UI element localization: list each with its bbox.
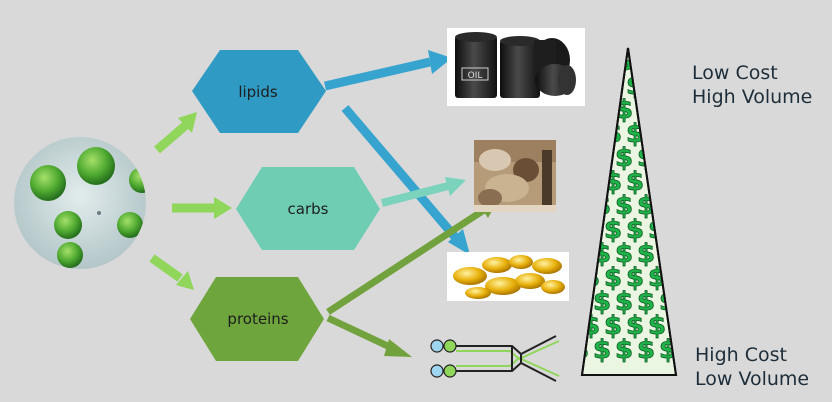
- dollar-symbol: $: [593, 95, 611, 125]
- dollar-symbol: $: [593, 287, 611, 317]
- dollar-sign-pattern: $ $ $ $$ $ $ $ $$ $ $ $ $$ $ $ $ $$ $ $ $ $$ $ $ $ $$ $ $ $ $$ $ $ $ $$…: [571, 47, 688, 365]
- arrow-proteins-to-antibody: [326, 314, 412, 357]
- high-volume-text: High Volume: [692, 86, 813, 108]
- dollar-symbol: $: [637, 47, 655, 77]
- dollar-symbol: $: [571, 239, 589, 269]
- dollar-symbol: $: [648, 71, 666, 101]
- dollar-symbol: $: [670, 71, 688, 101]
- dollar-symbol: $: [648, 167, 666, 197]
- dollar-symbol: $: [604, 263, 622, 293]
- dollar-symbol: $: [637, 287, 655, 317]
- oil-barrels-image: OIL: [447, 28, 585, 106]
- low-cost-text: Low Cost: [692, 62, 778, 84]
- dollar-symbol: $: [670, 263, 688, 293]
- dollar-symbol: $: [571, 191, 589, 221]
- carbs-label: carbs: [288, 200, 329, 218]
- dollar-symbol: $: [626, 263, 644, 293]
- lipids-node: lipids: [192, 50, 326, 133]
- dollar-symbol: $: [659, 95, 677, 125]
- oil-barrel-label: OIL: [468, 71, 483, 81]
- dollar-symbol: $: [593, 47, 611, 77]
- dollar-symbol: $: [659, 239, 677, 269]
- proteins-label: proteins: [227, 310, 288, 328]
- bottom-scale-label: High Cost Low Volume: [695, 343, 809, 391]
- dollar-symbol: $: [626, 215, 644, 245]
- dollar-symbol: $: [615, 335, 633, 365]
- dollar-symbol: $: [582, 215, 600, 245]
- dollar-symbol: $: [571, 143, 589, 173]
- dollar-symbol: $: [615, 239, 633, 269]
- dollar-symbol: $: [637, 95, 655, 125]
- proteins-node: proteins: [190, 277, 324, 361]
- dollar-symbol: $: [670, 215, 688, 245]
- top-scale-label: Low Cost High Volume: [692, 61, 812, 109]
- dollar-pyramid: $ $ $ $$ $ $ $ $$ $ $ $ $$ $ $ $ $$ $ $ $ $$ $ $ $ $$ $ $ $ $$ $ $ $ $$…: [571, 47, 688, 376]
- arrow-lipids-to-oil: [323, 50, 452, 91]
- dollar-symbol: $: [648, 311, 666, 341]
- dollar-symbol: $: [604, 71, 622, 101]
- dollar-symbol: $: [637, 239, 655, 269]
- arrow-algae-to-carbs: [172, 197, 232, 219]
- dollar-symbol: $: [604, 215, 622, 245]
- lipids-label: lipids: [238, 83, 278, 101]
- dollar-symbol: $: [571, 287, 589, 317]
- dollar-symbol: $: [626, 167, 644, 197]
- arrow-algae-to-lipids: [154, 112, 197, 154]
- dollar-symbol: $: [615, 191, 633, 221]
- dollar-symbol: $: [626, 311, 644, 341]
- dollar-symbol: $: [637, 335, 655, 365]
- high-cost-text: High Cost: [695, 344, 787, 366]
- dollar-symbol: $: [670, 311, 688, 341]
- animal-feed-image: [474, 140, 556, 212]
- dollar-symbol: $: [582, 167, 600, 197]
- dollar-symbol: $: [593, 143, 611, 173]
- arrow-algae-to-proteins: [149, 254, 194, 290]
- dollar-symbol: $: [615, 287, 633, 317]
- dollar-symbol: $: [670, 119, 688, 149]
- arrow-carbs-to-feed: [381, 177, 466, 207]
- low-volume-text: Low Volume: [695, 368, 810, 390]
- dollar-symbol: $: [659, 143, 677, 173]
- algae-cells-image: [14, 137, 146, 269]
- dollar-symbol: $: [670, 167, 688, 197]
- dollar-symbol: $: [659, 47, 677, 77]
- dollar-symbol: $: [582, 119, 600, 149]
- dollar-symbol: $: [604, 311, 622, 341]
- carbs-node: carbs: [236, 167, 380, 250]
- antibody-image: [430, 335, 560, 382]
- dollar-symbol: $: [615, 143, 633, 173]
- dollar-symbol: $: [593, 335, 611, 365]
- arrow-lipids-to-capsules: [341, 105, 470, 255]
- oil-capsules-image: [447, 252, 569, 301]
- dollar-symbol: $: [648, 119, 666, 149]
- dollar-symbol: $: [659, 191, 677, 221]
